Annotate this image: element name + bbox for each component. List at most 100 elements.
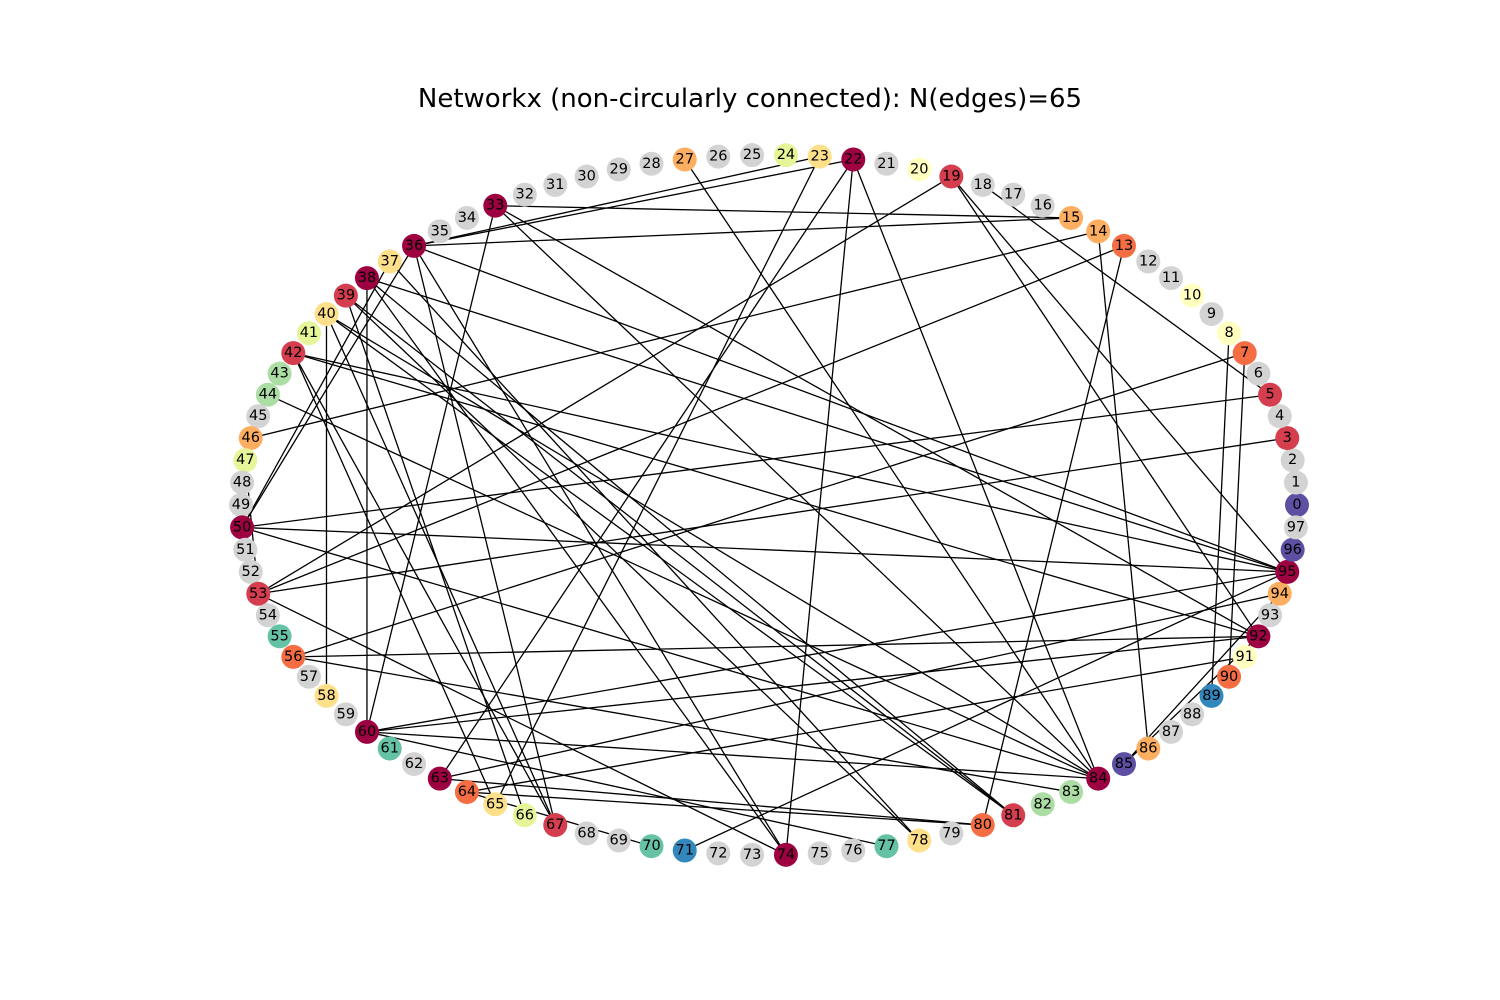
edge-23-36: [413, 155, 820, 247]
node-circle: [1180, 702, 1205, 727]
node-label: 38: [358, 270, 376, 286]
node-circle: [740, 143, 765, 168]
node-circle: [874, 834, 899, 859]
edge-5-50: [242, 394, 1271, 529]
node-84: 84: [1086, 766, 1111, 791]
node-circle: [606, 828, 631, 853]
edge-81-38: [366, 277, 1014, 816]
node-circle: [807, 144, 832, 169]
edge-81-39: [345, 295, 1014, 816]
node-label: 90: [1220, 669, 1238, 685]
node-circle: [281, 644, 306, 669]
edge-78-39: [345, 295, 920, 842]
node-circle: [1111, 233, 1136, 258]
node-circle: [354, 719, 379, 744]
node-label: 80: [973, 817, 991, 833]
node-85: 85: [1111, 752, 1136, 777]
node-label: 71: [676, 843, 694, 859]
node-circle: [1159, 719, 1184, 744]
node-label: 58: [317, 688, 335, 704]
node-label: 35: [431, 223, 449, 239]
node-56: 56: [281, 644, 306, 669]
node-circle: [1086, 219, 1111, 244]
node-circle: [574, 821, 599, 846]
node-circle: [970, 172, 995, 197]
edge-95-60: [366, 571, 1288, 733]
edge-78-37: [389, 261, 920, 841]
node-64: 64: [454, 780, 479, 805]
node-circle: [1159, 266, 1184, 291]
node-label: 56: [284, 649, 302, 665]
node-51: 51: [233, 537, 258, 562]
node-label: 25: [743, 147, 761, 163]
node-19: 19: [939, 164, 964, 189]
node-circle: [246, 581, 271, 606]
node-circle: [874, 151, 899, 176]
node-0: 0: [1285, 493, 1309, 517]
node-42: 42: [281, 341, 306, 366]
node-29: 29: [606, 157, 631, 182]
edge-27-84: [684, 159, 1099, 780]
edge-66-39: [345, 295, 526, 816]
node-66: 66: [512, 803, 537, 828]
node-label: 73: [743, 847, 761, 863]
node-circle: [639, 151, 664, 176]
node-label: 78: [910, 833, 928, 849]
node-circle: [427, 219, 452, 244]
node-circle: [1267, 581, 1292, 606]
node-61: 61: [377, 736, 402, 761]
edge-7-90: [1228, 353, 1246, 677]
node-circle: [296, 321, 321, 346]
node-circle: [1275, 426, 1300, 451]
node-circle: [639, 834, 664, 859]
edge-60-33: [366, 205, 496, 733]
node-label: 66: [516, 807, 534, 823]
node-label: 93: [1261, 607, 1279, 623]
edge-67-42: [292, 352, 556, 826]
node-circle: [773, 143, 798, 168]
node-circle: [402, 233, 427, 258]
edge-19-95: [950, 176, 1288, 573]
node-label: 6: [1254, 366, 1263, 382]
node-74: 74: [773, 842, 798, 867]
node-label: 69: [610, 833, 628, 849]
node-13: 13: [1111, 233, 1136, 258]
node-label: 28: [642, 156, 660, 172]
node-label: 31: [546, 177, 564, 193]
node-14: 14: [1086, 219, 1111, 244]
node-circle: [1136, 736, 1161, 761]
edge-81-40: [326, 313, 1014, 816]
node-label: 77: [877, 838, 895, 854]
node-95: 95: [1275, 559, 1300, 584]
node-89: 89: [1199, 683, 1224, 708]
node-97: 97: [1283, 515, 1308, 540]
node-78: 78: [907, 828, 932, 853]
node-81: 81: [1001, 803, 1026, 828]
node-label: 46: [242, 430, 260, 446]
node-10: 10: [1180, 283, 1205, 308]
node-circle: [233, 537, 258, 562]
node-69: 69: [606, 828, 631, 853]
node-47: 47: [233, 448, 258, 473]
node-27: 27: [672, 147, 697, 172]
edge-8-89: [1210, 333, 1230, 696]
node-26: 26: [706, 144, 731, 169]
node-label: 48: [233, 475, 251, 491]
node-label: 84: [1089, 771, 1107, 787]
edge-22-63: [439, 159, 854, 780]
edge-92-42: [293, 352, 1259, 637]
node-label: 18: [973, 177, 991, 193]
node-circle: [907, 828, 932, 853]
edge-13-80: [982, 245, 1125, 826]
node-label: 9: [1207, 306, 1216, 322]
node-33: 33: [483, 193, 508, 218]
node-label: 50: [233, 519, 251, 535]
node-60: 60: [354, 719, 379, 744]
node-circle: [1258, 382, 1283, 407]
node-circle: [543, 172, 568, 197]
node-94: 94: [1267, 581, 1292, 606]
node-circle: [1001, 803, 1026, 828]
edge-94-85: [1123, 593, 1281, 765]
node-label: 92: [1249, 628, 1267, 644]
